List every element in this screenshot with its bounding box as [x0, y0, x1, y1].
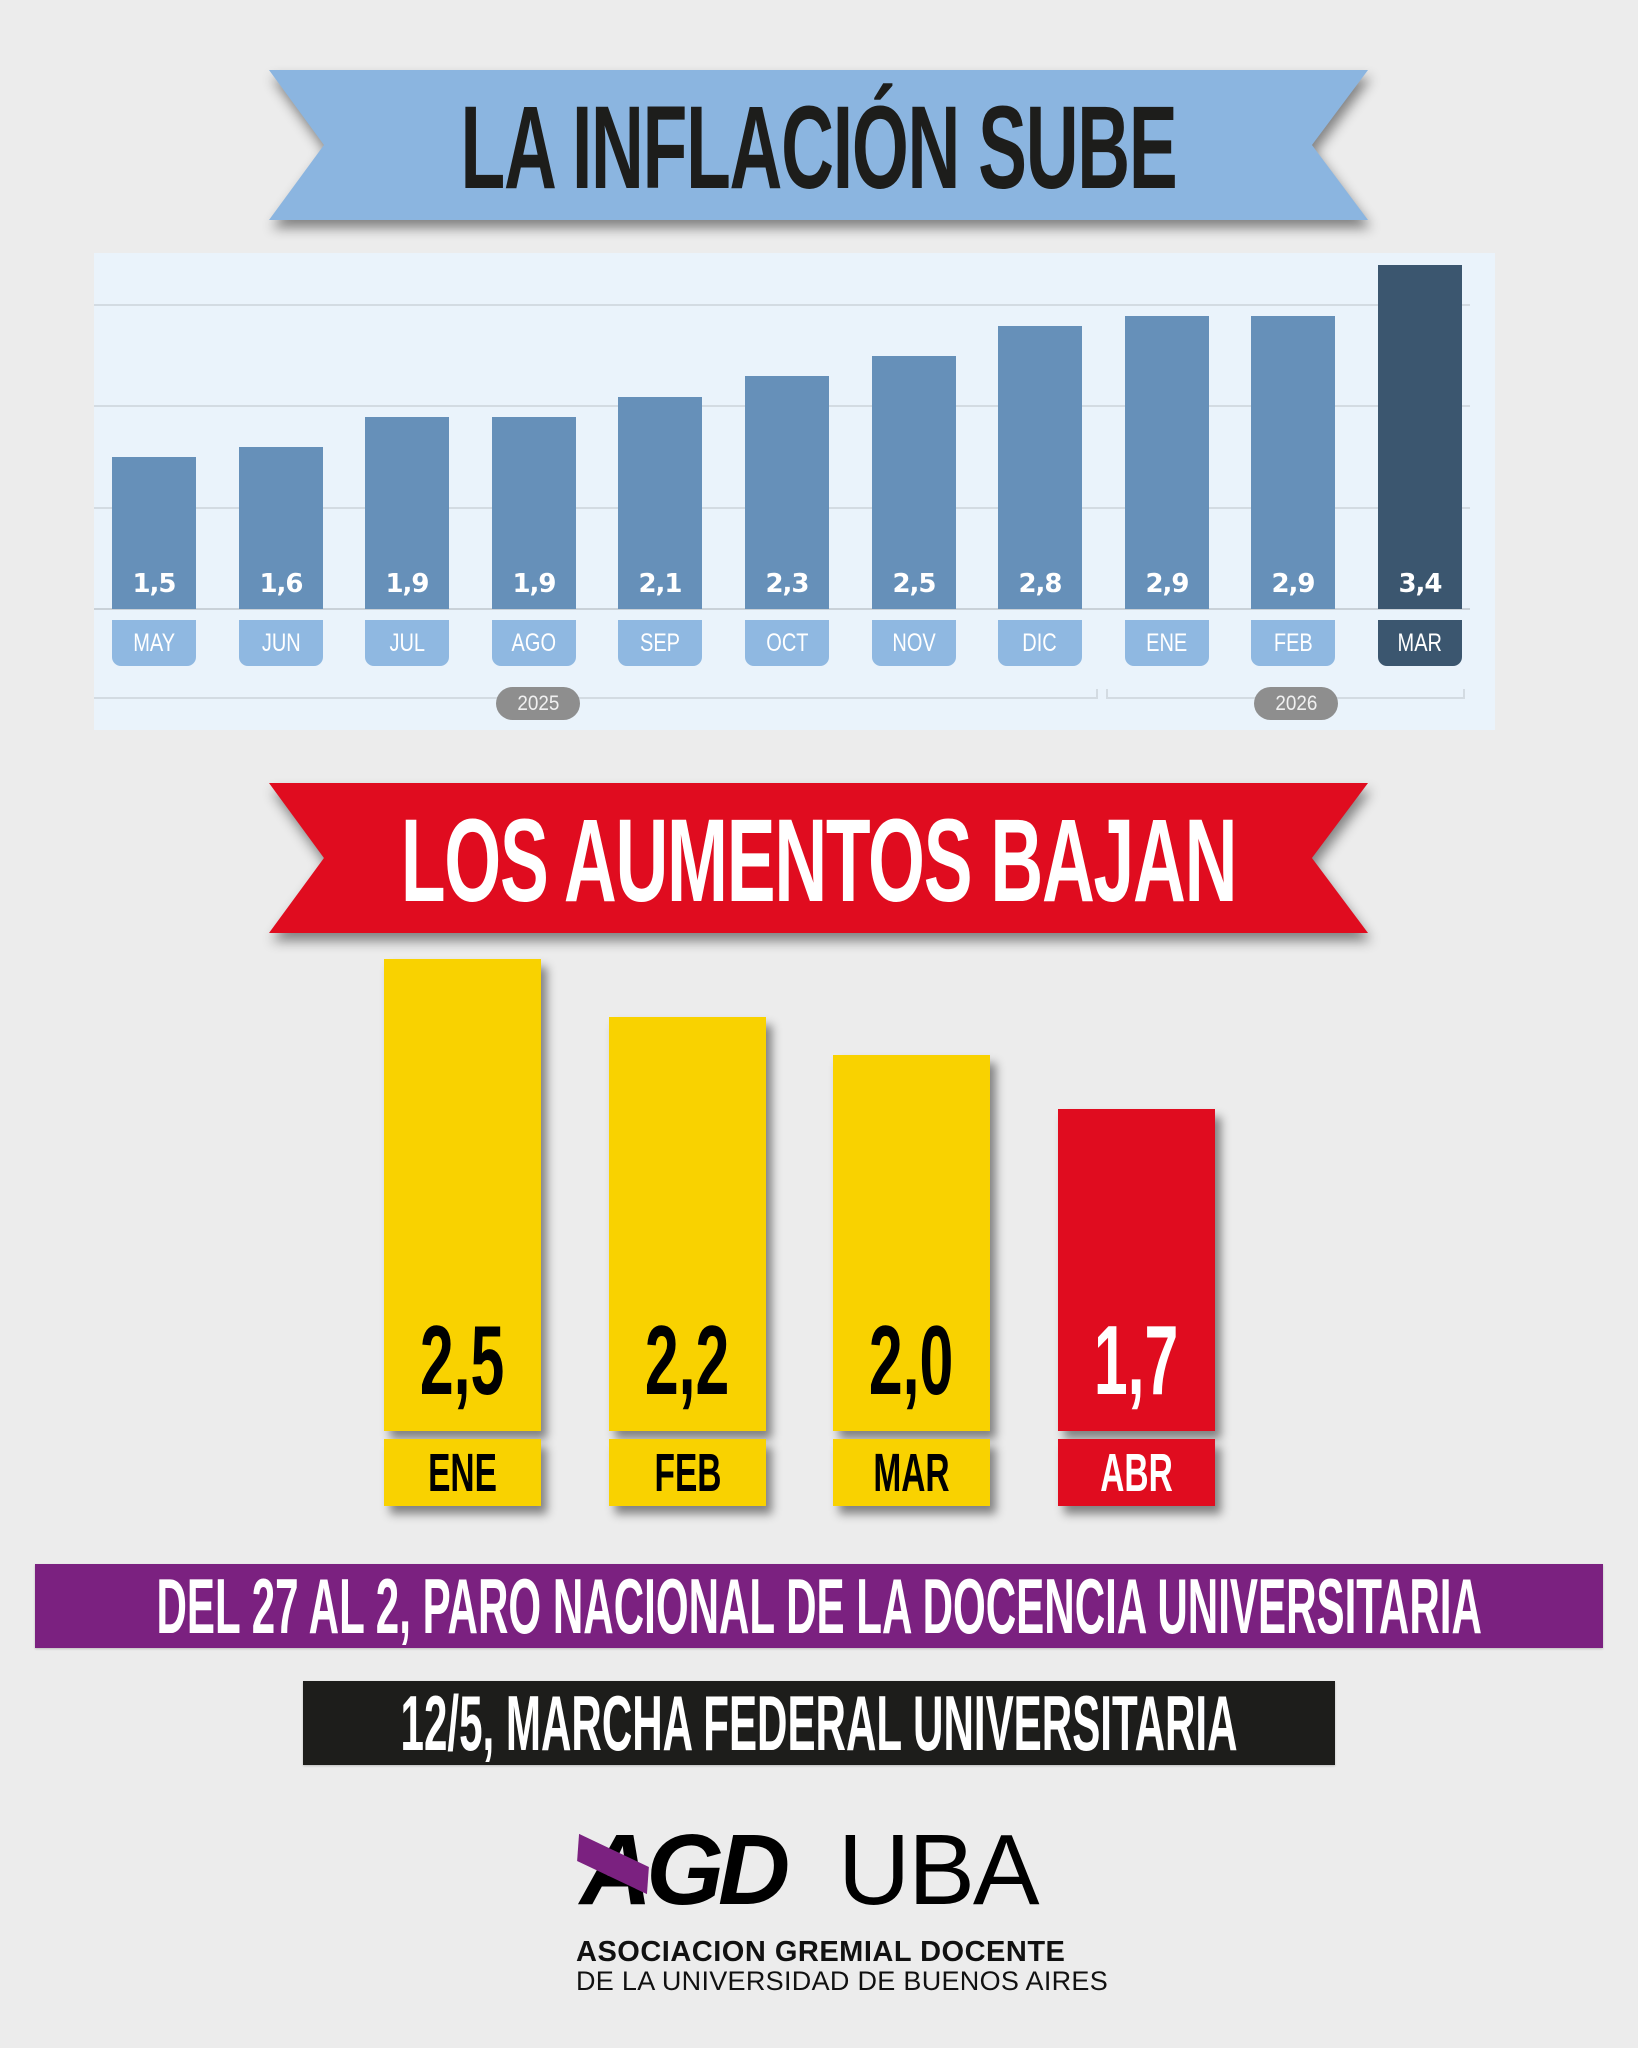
month-label-may: MAY [112, 620, 196, 666]
bar-sep: 2,1 [618, 397, 702, 609]
bracket-tick [1106, 689, 1108, 699]
bar-may: 1,5 [112, 457, 196, 609]
month-label-mar: MAR [1378, 620, 1462, 666]
bar-value: 1,5 [132, 569, 176, 599]
gridline [94, 304, 1470, 306]
month-label-nov: NOV [872, 620, 956, 666]
raise-bar-ene: 2,5 [384, 959, 541, 1431]
bar-value: 2,0 [869, 1305, 954, 1415]
raise-label-abr: ABR [1058, 1439, 1215, 1506]
bar-value: 1,9 [512, 569, 556, 599]
bar-value: 1,9 [385, 569, 429, 599]
raise-bar-mar: 2,0 [833, 1055, 990, 1431]
ribbon-shape [269, 70, 1368, 220]
bar-nov: 2,5 [872, 356, 956, 609]
bar-value: 1,6 [259, 569, 303, 599]
month-label-ene: ENE [1125, 620, 1209, 666]
strike-announcement: DEL 27 AL 2, PARO NACIONAL DE LA DOCENCI… [35, 1564, 1603, 1648]
logo-line2: DE LA UNIVERSIDAD DE BUENOS AIRES [576, 1966, 1109, 1996]
raise-label-mar: MAR [833, 1439, 990, 1506]
bar-ago: 1,9 [492, 417, 576, 609]
raises-title: LOS AUMENTOS BAJAN [400, 795, 1238, 927]
month-label-jul: JUL [365, 620, 449, 666]
agd-uba-logo: AGD UBA ASOCIACION GREMIAL DOCENTE DE LA… [560, 1814, 1108, 1996]
bar-value: 2,9 [1271, 569, 1315, 599]
logo-line1: ASOCIACION GREMIAL DOCENTE [576, 1936, 1066, 1968]
march-announcement: 12/5, MARCHA FEDERAL UNIVERSITARIA [303, 1681, 1335, 1765]
bracket-tick [1096, 689, 1098, 699]
raise-label-ene: ENE [384, 1439, 541, 1506]
year-pill-2026: 2026 [1254, 687, 1338, 720]
bar-value: 3,4 [1398, 569, 1442, 599]
ribbon-shape [269, 783, 1368, 933]
month-label-dic: DIC [998, 620, 1082, 666]
month-label-oct: OCT [745, 620, 829, 666]
inflation-chart: 1,5 1,6 1,9 1,9 2,1 2,3 2,5 2,8 2,9 2,9 … [94, 253, 1495, 730]
year-bracket-2025 [94, 697, 1098, 699]
logo-uba: UBA [838, 1814, 1040, 1926]
bar-mar-highlight: 3,4 [1378, 265, 1462, 609]
bracket-tick [1463, 689, 1465, 699]
bar-value: 2,8 [1018, 569, 1062, 599]
month-label-jun: JUN [239, 620, 323, 666]
raise-bar-abr-highlight: 1,7 [1058, 1109, 1215, 1431]
bar-value: 2,5 [420, 1305, 505, 1415]
bar-value: 2,5 [892, 569, 936, 599]
inflation-banner: LA INFLACIÓN SUBE [269, 70, 1368, 220]
bar-dic: 2,8 [998, 326, 1082, 609]
inflation-title: LA INFLACIÓN SUBE [460, 82, 1178, 214]
raise-bar-feb: 2,2 [609, 1017, 766, 1431]
month-label-ago: AGO [492, 620, 576, 666]
bar-feb: 2,9 [1251, 316, 1335, 609]
bar-value: 2,2 [645, 1305, 730, 1415]
raise-label-feb: FEB [609, 1439, 766, 1506]
baseline [94, 608, 1470, 610]
raises-banner: LOS AUMENTOS BAJAN [269, 783, 1368, 933]
bar-value: 2,3 [765, 569, 809, 599]
year-pill-2025: 2025 [496, 687, 580, 720]
bar-oct: 2,3 [745, 376, 829, 609]
month-label-feb: FEB [1251, 620, 1335, 666]
bar-jul: 1,9 [365, 417, 449, 609]
month-label-sep: SEP [618, 620, 702, 666]
bar-value: 2,1 [638, 569, 682, 599]
bar-value: 2,9 [1145, 569, 1189, 599]
bar-ene: 2,9 [1125, 316, 1209, 609]
bar-jun: 1,6 [239, 447, 323, 609]
bar-value: 1,7 [1094, 1305, 1179, 1415]
